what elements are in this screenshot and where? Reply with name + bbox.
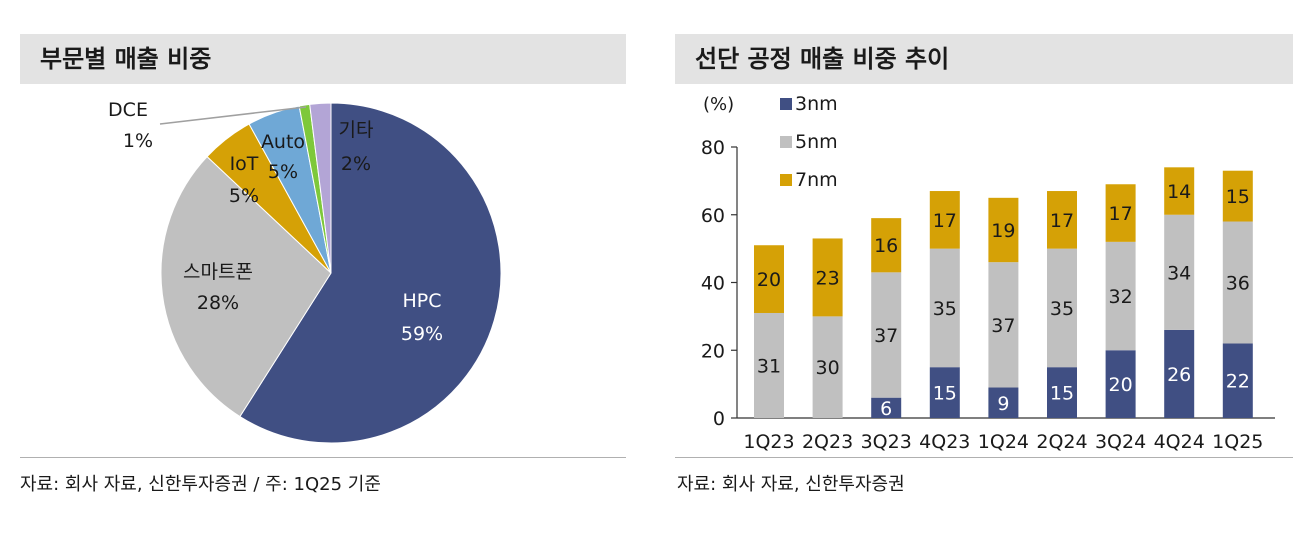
pie-label-value: 2% (341, 153, 371, 175)
bar-segment-7nm (1222, 170, 1253, 222)
legend-label: 5nm (795, 131, 838, 153)
pie-label-value: 1% (123, 130, 153, 152)
data-label: 36 (1226, 273, 1250, 295)
data-label: 35 (1050, 298, 1074, 320)
pie-label-value: 5% (229, 185, 259, 207)
x-tick-label: 2Q24 (1036, 431, 1087, 453)
data-label: 17 (933, 210, 957, 232)
source-note: 자료: 회사 자료, 신한투자증권 / 주: 1Q25 기준 (20, 474, 381, 495)
bar-segment-3nm (1105, 350, 1136, 418)
bar-segment-5nm (929, 248, 960, 368)
legend-swatch-7nm (780, 174, 792, 186)
bar-panel: 선단 공정 매출 비중 추이 (%) 0 20 40 60 80 1Q23 31 20 2Q23 3… (665, 0, 1305, 535)
data-label: 6 (880, 398, 892, 420)
data-label: 14 (1167, 181, 1191, 203)
data-label: 22 (1226, 371, 1250, 393)
bar-segment-3nm (1222, 343, 1253, 418)
pie-slice-기타 (309, 102, 332, 274)
pie-label-value: 5% (268, 161, 298, 183)
y-tick-label: 0 (713, 408, 725, 430)
bar-segment-5nm (988, 262, 1019, 388)
pie-slice-스마트폰 (160, 155, 332, 418)
legend-label: 7nm (795, 169, 838, 191)
bar-segment-7nm (871, 218, 902, 273)
bar-segment-7nm (812, 238, 843, 317)
y-tick-label: 40 (701, 273, 725, 295)
bar-segment-3nm (988, 387, 1019, 418)
pie-title: 부문별 매출 비중 (20, 34, 626, 84)
bar-segment-3nm (929, 367, 960, 418)
bar-segment-3nm (871, 397, 902, 418)
data-label: 15 (933, 383, 957, 405)
data-label: 15 (1050, 383, 1074, 405)
data-label: 37 (991, 315, 1015, 337)
bar-segment-7nm (988, 197, 1019, 263)
bar-segment-5nm (1105, 241, 1136, 351)
y-tick-label: 20 (701, 340, 725, 362)
pie-label-name: 스마트폰 (183, 261, 253, 283)
y-axis-label: (%) (703, 94, 734, 115)
pie-chart: HPC 59% 스마트폰 28% IoT 5% Auto 5% DCE 1% 기타 2% (108, 99, 502, 444)
pie-panel: 부문별 매출 비중 HPC 59% 스마트폰 28% IoT 5% Auto 5% DCE 1% 기… (0, 0, 640, 535)
x-tick-label: 1Q24 (978, 431, 1029, 453)
pie-label-name: Auto (261, 131, 305, 153)
bar-segment-7nm (1105, 184, 1136, 242)
x-tick-label: 2Q23 (802, 431, 853, 453)
data-label: 35 (933, 298, 957, 320)
leader-line (159, 106, 307, 125)
pie-label-name: DCE (108, 99, 148, 121)
bar-segment-7nm (754, 245, 784, 313)
data-label: 23 (816, 267, 840, 289)
data-label: 19 (991, 220, 1015, 242)
bar-segment-7nm (1164, 167, 1195, 215)
data-label: 15 (1226, 186, 1250, 208)
data-label: 26 (1167, 364, 1191, 386)
data-label: 20 (757, 269, 781, 291)
x-tick-label: 1Q25 (1212, 431, 1263, 453)
pie-label-name: IoT (230, 153, 259, 175)
y-tick-label: 80 (701, 137, 725, 159)
data-label: 37 (874, 325, 898, 347)
data-label: 34 (1167, 262, 1191, 284)
pie-label-name: HPC (402, 290, 441, 312)
legend-label: 3nm (795, 93, 838, 115)
x-tick-label: 3Q23 (861, 431, 912, 453)
data-label: 32 (1109, 286, 1133, 308)
bar-segment-3nm (1047, 367, 1077, 418)
bar-title: 선단 공정 매출 비중 추이 (675, 34, 1293, 84)
bar-segment-5nm (1222, 221, 1253, 344)
bar-segment-7nm (1047, 191, 1077, 249)
pie-slice-HPC (239, 102, 502, 444)
bar-segment-3nm (1164, 329, 1195, 418)
x-tick-label: 4Q23 (919, 431, 970, 453)
legend-swatch-3nm (780, 98, 792, 110)
data-label: 20 (1109, 374, 1133, 396)
data-label: 9 (997, 393, 1009, 415)
pie-label-name: 기타 (339, 119, 374, 141)
bar-segment-5nm (1164, 214, 1195, 330)
data-label: 16 (874, 235, 898, 257)
bar-segment-5nm (812, 316, 843, 418)
bar-segment-5nm (1047, 248, 1077, 368)
x-tick-label: 4Q24 (1154, 431, 1205, 453)
x-tick-label: 1Q23 (743, 431, 794, 453)
data-label: 31 (757, 355, 781, 377)
legend-swatch-5nm (780, 136, 792, 148)
x-tick-label: 3Q24 (1095, 431, 1146, 453)
bar-segment-5nm (754, 312, 784, 418)
data-label: 17 (1109, 203, 1133, 225)
data-label: 30 (816, 357, 840, 379)
bar-segment-5nm (871, 272, 902, 398)
bar-segment-7nm (929, 191, 960, 249)
stacked-bar-chart: (%) 0 20 40 60 80 1Q23 31 20 2Q23 30 23 3Q23 6 37 16 4Q2… (701, 93, 1275, 453)
source-note: 자료: 회사 자료, 신한투자증권 (677, 474, 905, 495)
data-label: 17 (1050, 210, 1074, 232)
y-tick-label: 60 (701, 205, 725, 227)
pie-label-value: 28% (197, 292, 239, 314)
pie-label-value: 59% (401, 323, 443, 345)
divider (20, 457, 626, 458)
divider (675, 457, 1293, 458)
